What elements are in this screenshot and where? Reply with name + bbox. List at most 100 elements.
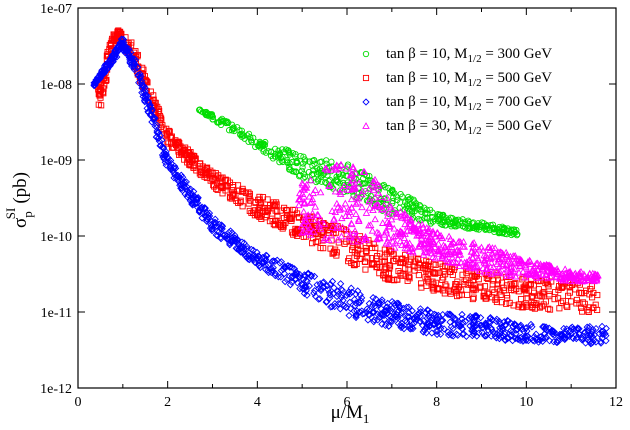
legend-marker-square bbox=[362, 74, 370, 82]
data-point bbox=[211, 215, 219, 223]
data-point bbox=[376, 298, 384, 307]
data-point bbox=[559, 297, 566, 305]
data-point bbox=[572, 286, 579, 293]
data-point bbox=[295, 201, 303, 209]
data-point bbox=[287, 278, 296, 286]
data-point bbox=[336, 280, 345, 288]
data-point bbox=[405, 313, 413, 321]
data-point bbox=[315, 222, 324, 230]
data-point bbox=[419, 328, 427, 336]
data-point bbox=[440, 325, 448, 333]
data-point bbox=[410, 319, 418, 327]
data-point bbox=[441, 217, 448, 224]
data-point bbox=[171, 162, 179, 170]
data-point bbox=[228, 121, 236, 128]
data-point bbox=[202, 108, 210, 116]
data-point bbox=[190, 152, 197, 159]
data-point bbox=[292, 168, 300, 175]
data-point bbox=[172, 164, 180, 173]
data-point bbox=[356, 308, 364, 316]
data-point bbox=[370, 299, 378, 307]
data-point bbox=[314, 211, 322, 219]
data-point bbox=[190, 163, 197, 170]
data-point bbox=[180, 183, 189, 192]
data-point bbox=[474, 254, 482, 262]
data-point bbox=[415, 309, 424, 317]
data-point bbox=[334, 300, 343, 308]
data-point bbox=[316, 188, 325, 196]
data-point bbox=[519, 267, 527, 275]
data-point bbox=[602, 337, 610, 345]
y-axis-title-sup: SI bbox=[3, 208, 18, 220]
data-point bbox=[470, 327, 478, 335]
data-point bbox=[398, 229, 407, 237]
data-point bbox=[432, 327, 440, 335]
data-point bbox=[270, 199, 277, 206]
data-point bbox=[352, 199, 360, 207]
data-point bbox=[281, 263, 289, 271]
data-point bbox=[152, 133, 161, 141]
data-point bbox=[383, 208, 392, 216]
data-point bbox=[481, 259, 490, 267]
data-point bbox=[348, 220, 356, 228]
data-point bbox=[255, 261, 263, 270]
data-point bbox=[336, 305, 344, 313]
data-point bbox=[524, 269, 532, 277]
data-point bbox=[429, 269, 437, 276]
data-point bbox=[107, 42, 115, 49]
data-point bbox=[427, 220, 434, 227]
data-point bbox=[362, 266, 369, 273]
data-point bbox=[452, 281, 459, 288]
data-point bbox=[389, 198, 396, 205]
legend-entry-1: tan β = 10, M1/2 = 300 GeV bbox=[362, 46, 552, 65]
data-point bbox=[495, 268, 503, 276]
data-point bbox=[237, 197, 244, 204]
data-point bbox=[308, 195, 317, 203]
data-point bbox=[337, 187, 344, 194]
data-point bbox=[337, 285, 345, 293]
data-point bbox=[223, 232, 231, 240]
data-point bbox=[561, 265, 569, 273]
data-point bbox=[298, 280, 306, 288]
data-point bbox=[293, 270, 301, 278]
data-point bbox=[385, 240, 393, 248]
data-point bbox=[201, 212, 209, 220]
data-point bbox=[497, 291, 504, 298]
data-point bbox=[584, 273, 593, 281]
data-point bbox=[390, 224, 398, 232]
plot-frame bbox=[77, 7, 617, 389]
data-point bbox=[499, 269, 508, 277]
data-point bbox=[250, 251, 258, 259]
data-point bbox=[499, 260, 508, 268]
data-point bbox=[468, 327, 476, 335]
data-point bbox=[261, 254, 269, 262]
data-point bbox=[111, 53, 119, 61]
data-point bbox=[275, 152, 282, 159]
data-point bbox=[454, 254, 462, 262]
data-point bbox=[394, 276, 401, 283]
data-point bbox=[463, 276, 470, 283]
data-point bbox=[228, 229, 236, 237]
series-diamond bbox=[90, 35, 610, 348]
data-point bbox=[383, 193, 391, 201]
x-tick-label: 0 bbox=[75, 395, 82, 410]
data-point bbox=[449, 271, 456, 278]
data-point bbox=[545, 324, 553, 332]
data-point bbox=[460, 223, 467, 230]
data-point bbox=[481, 321, 490, 329]
data-point bbox=[300, 289, 309, 298]
data-point bbox=[274, 208, 281, 215]
data-point bbox=[385, 210, 393, 218]
data-point bbox=[417, 229, 425, 236]
data-point bbox=[484, 275, 492, 282]
axis-ticks: 0 2 4 6 8 10 12 1e-12 1e-11 1e-10 1e-09 1e-08 1e-07 bbox=[40, 2, 623, 410]
data-point bbox=[585, 308, 592, 315]
legend: tan β = 10, M1/2 = 300 GeV tan β = 10, M… bbox=[362, 46, 552, 137]
data-point bbox=[364, 316, 372, 324]
data-point bbox=[384, 299, 392, 308]
data-point bbox=[458, 291, 465, 298]
data-point bbox=[255, 253, 263, 261]
data-point bbox=[475, 320, 483, 328]
data-point bbox=[501, 287, 508, 294]
data-point bbox=[455, 322, 463, 330]
